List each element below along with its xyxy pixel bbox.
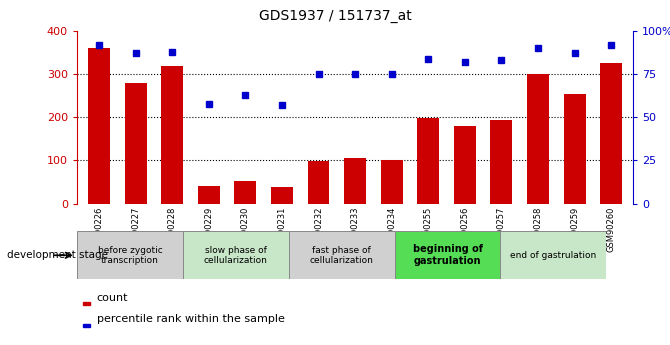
Bar <box>600 63 622 204</box>
Bar <box>344 158 366 204</box>
Bar <box>198 186 220 204</box>
Bar <box>395 231 500 279</box>
Bar <box>88 48 110 204</box>
Bar <box>289 231 395 279</box>
Bar <box>527 74 549 204</box>
Bar <box>271 187 293 204</box>
Bar <box>234 181 257 204</box>
Bar <box>500 231 606 279</box>
Bar <box>82 324 90 327</box>
Bar <box>490 120 513 204</box>
Bar <box>183 231 289 279</box>
Bar <box>563 93 586 204</box>
Bar <box>82 302 90 305</box>
Text: end of gastrulation: end of gastrulation <box>511 251 596 260</box>
Text: beginning of
gastrulation: beginning of gastrulation <box>413 245 482 266</box>
Bar <box>161 66 183 204</box>
Bar <box>381 160 403 204</box>
Bar <box>308 161 330 204</box>
Bar <box>417 118 440 204</box>
Text: development stage: development stage <box>7 250 108 260</box>
Text: percentile rank within the sample: percentile rank within the sample <box>96 314 284 324</box>
Text: slow phase of
cellularization: slow phase of cellularization <box>204 246 268 265</box>
Bar <box>454 126 476 204</box>
Text: fast phase of
cellularization: fast phase of cellularization <box>310 246 374 265</box>
Text: count: count <box>96 293 128 303</box>
Bar <box>125 83 147 204</box>
Text: GDS1937 / 151737_at: GDS1937 / 151737_at <box>259 9 411 23</box>
Text: before zygotic
transcription: before zygotic transcription <box>98 246 162 265</box>
Bar <box>77 231 183 279</box>
